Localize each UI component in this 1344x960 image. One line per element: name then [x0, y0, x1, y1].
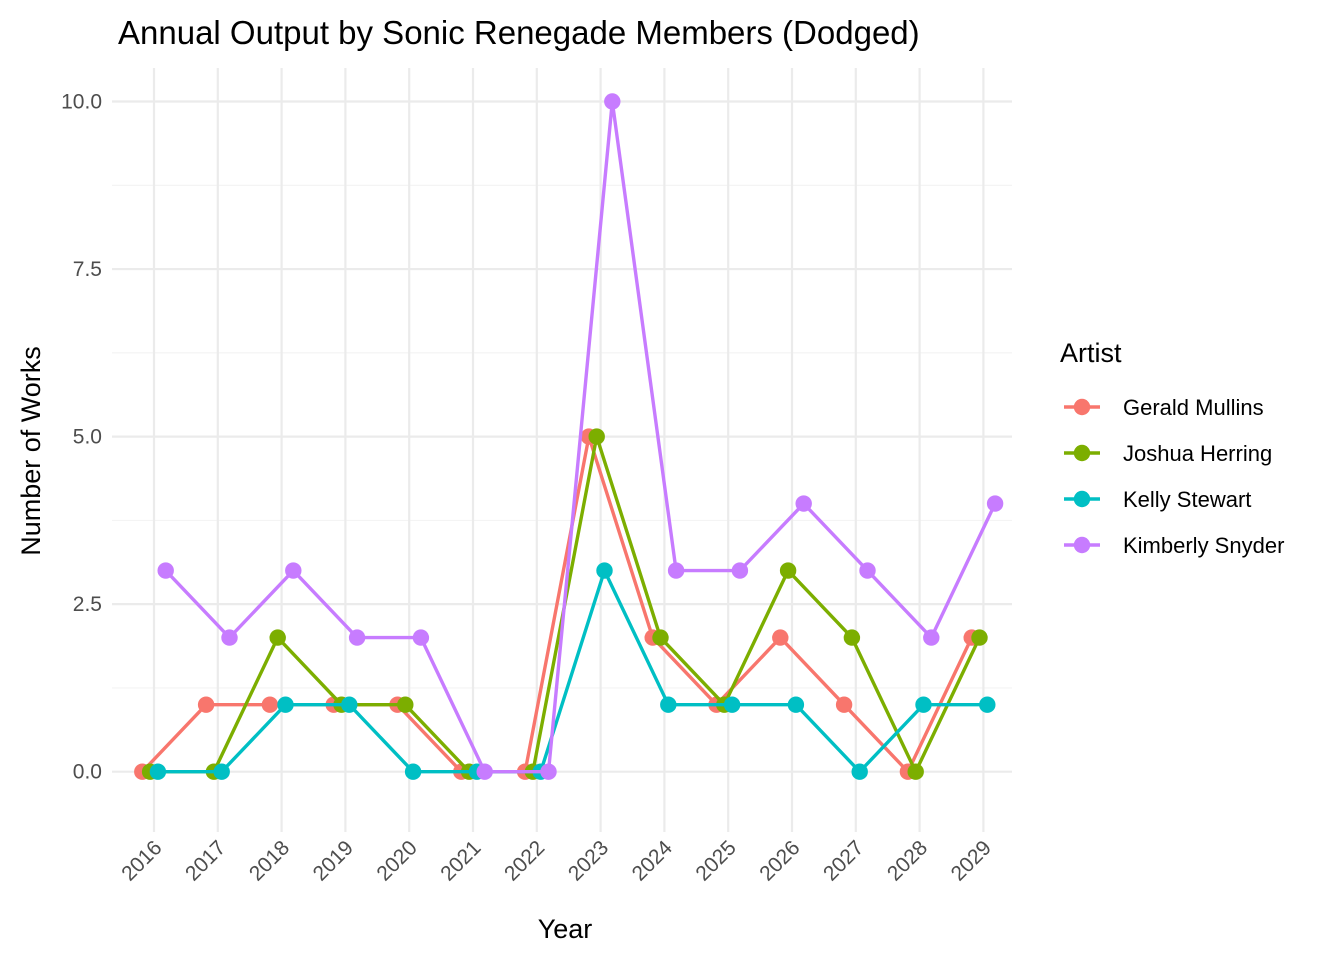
data-point: [731, 562, 749, 579]
data-point: [923, 629, 940, 646]
x-tick-label: 2025: [691, 836, 740, 885]
grid: [112, 68, 1012, 832]
data-point: [285, 562, 302, 579]
y-axis-title: Number of Works: [16, 346, 46, 556]
y-tick-label: 0.0: [73, 761, 102, 784]
data-point: [261, 696, 279, 713]
x-tick-label: 2027: [819, 836, 868, 885]
data-point: [723, 696, 741, 713]
data-point: [843, 629, 861, 646]
x-tick-label: 2016: [117, 836, 166, 885]
data-point: [835, 696, 853, 713]
legend: Artist Gerald Mullins Joshua Herring Kelly…: [1060, 338, 1284, 558]
data-point: [404, 763, 422, 780]
data-point: [915, 696, 932, 713]
data-point: [277, 696, 294, 713]
legend-label: Gerald Mullins: [1123, 395, 1264, 420]
legend-label: Kimberly Snyder: [1123, 533, 1284, 558]
x-tick-label: 2018: [245, 836, 294, 885]
data-point: [971, 629, 988, 646]
y-tick-label: 10.0: [61, 91, 102, 114]
data-point: [604, 93, 621, 110]
x-axis-ticks: 2016 2017 2018 2019 2020 2021 2022 2023 2024 2025…: [117, 836, 996, 886]
data-point: [397, 696, 414, 713]
data-point: [341, 696, 358, 713]
legend-label: Kelly Stewart: [1123, 487, 1251, 512]
legend-key-point: [1073, 398, 1091, 416]
x-tick-label: 2017: [181, 836, 230, 885]
data-point: [667, 562, 685, 579]
series-line: [164, 99, 997, 774]
data-point: [596, 562, 613, 579]
data-point: [652, 629, 669, 646]
data-point: [348, 629, 366, 646]
x-tick-label: 2021: [436, 836, 485, 885]
data-point: [157, 562, 174, 579]
legend-item: Gerald Mullins: [1064, 395, 1264, 420]
legend-title: Artist: [1060, 338, 1122, 368]
series-layer: [134, 93, 1004, 780]
legend-item: Joshua Herring: [1064, 441, 1272, 466]
x-tick-label: 2023: [564, 836, 613, 885]
data-point: [213, 763, 230, 780]
legend-item: Kelly Stewart: [1064, 487, 1251, 512]
y-axis-ticks: 0.0 2.5 5.0 7.5 10.0: [61, 91, 102, 784]
data-point: [979, 696, 996, 713]
x-axis-title: Year: [538, 914, 593, 944]
data-point: [660, 696, 677, 713]
data-point: [197, 696, 215, 713]
x-tick-label: 2029: [947, 836, 996, 885]
data-point: [476, 763, 493, 780]
x-tick-label: 2026: [755, 836, 804, 885]
y-tick-label: 2.5: [73, 593, 102, 616]
data-point: [787, 696, 805, 713]
data-point: [779, 562, 797, 579]
data-point: [772, 629, 789, 646]
data-point: [851, 763, 868, 780]
chart-title: Annual Output by Sonic Renegade Members …: [118, 14, 920, 51]
y-tick-label: 7.5: [73, 258, 102, 281]
legend-key-point: [1073, 490, 1091, 508]
data-point: [540, 763, 557, 780]
series-kimberly-snyder: [157, 93, 1004, 780]
x-tick-label: 2019: [309, 836, 358, 885]
data-point: [986, 495, 1004, 512]
legend-item: Kimberly Snyder: [1064, 533, 1284, 558]
x-tick-label: 2022: [500, 836, 549, 885]
data-point: [588, 428, 605, 445]
x-tick-label: 2020: [372, 836, 421, 885]
y-tick-label: 5.0: [73, 426, 102, 449]
x-tick-label: 2024: [628, 836, 678, 886]
data-point: [149, 763, 167, 780]
legend-key-point: [1073, 536, 1091, 554]
legend-items: Gerald Mullins Joshua Herring Kelly Stewar…: [1064, 395, 1284, 558]
data-point: [859, 562, 876, 579]
data-point: [412, 629, 430, 646]
legend-label: Joshua Herring: [1123, 441, 1272, 466]
legend-key-point: [1073, 444, 1091, 462]
data-point: [269, 629, 286, 646]
data-point: [907, 763, 924, 780]
data-point: [795, 495, 812, 512]
data-point: [221, 629, 238, 646]
x-tick-label: 2028: [883, 836, 932, 885]
series-line: [157, 568, 988, 774]
